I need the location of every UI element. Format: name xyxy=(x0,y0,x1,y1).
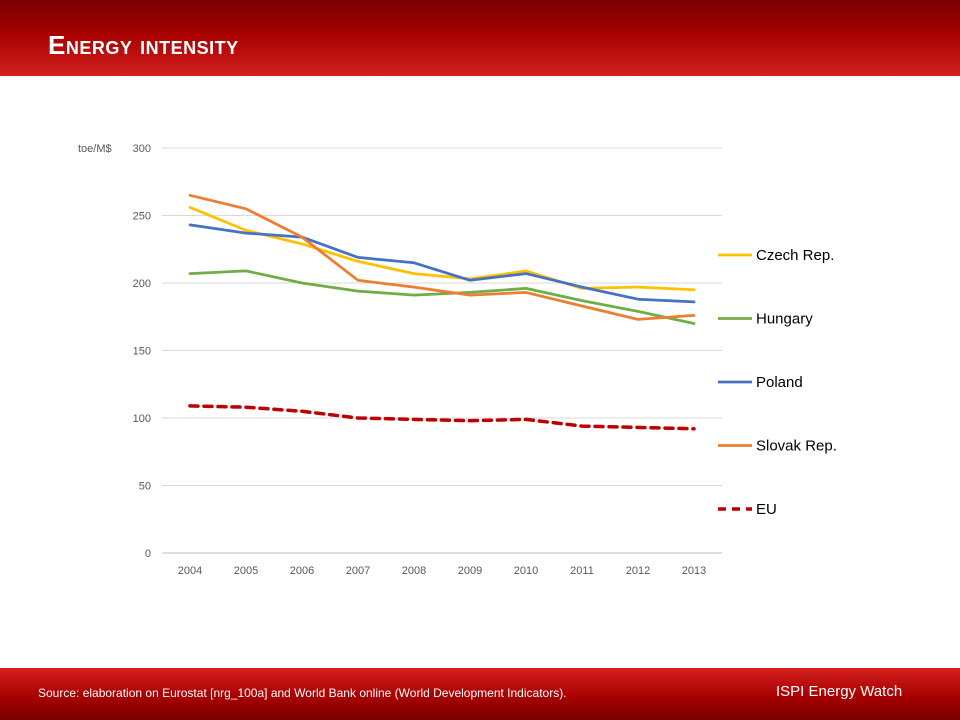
x-tick-label: 2006 xyxy=(290,565,314,577)
footer-bar xyxy=(0,668,960,720)
x-tick-label: 2012 xyxy=(626,565,650,577)
legend-label-poland: Poland xyxy=(756,374,803,391)
legend-label-hungary: Hungary xyxy=(756,311,813,328)
x-tick-label: 2011 xyxy=(570,565,594,577)
series-line-eu xyxy=(188,404,696,431)
y-axis-label: toe/M$ xyxy=(78,143,112,155)
x-tick-label: 2008 xyxy=(402,565,426,577)
x-tick-label: 2007 xyxy=(346,565,370,577)
y-tick-label: 0 xyxy=(145,548,151,560)
x-tick-label: 2009 xyxy=(458,565,482,577)
y-tick-label: 50 xyxy=(139,481,151,493)
series-line-czech-rep xyxy=(188,206,696,292)
legend-label-slovak-rep: Slovak Rep. xyxy=(756,438,837,455)
y-tick-label: 300 xyxy=(133,143,151,155)
line-chart: 0 50 100 150 200 250 300 toe/M$ 2004 2005 2006 2007… xyxy=(78,143,837,577)
title-bar xyxy=(0,0,960,76)
legend-label-czech-rep: Czech Rep. xyxy=(756,247,834,264)
series-line-hungary xyxy=(188,269,696,325)
y-tick-label: 100 xyxy=(133,413,151,425)
source-note: Source: elaboration on Eurostat [nrg_100… xyxy=(38,686,567,700)
x-tick-label: 2013 xyxy=(682,565,706,577)
y-tick-label: 200 xyxy=(133,278,151,290)
y-tick-label: 150 xyxy=(133,346,151,358)
brand-label: ISPI Energy Watch xyxy=(776,683,903,700)
legend-label-eu: EU xyxy=(756,501,777,518)
x-tick-label: 2010 xyxy=(514,565,538,577)
series-line-poland xyxy=(188,223,696,304)
x-tick-label: 2005 xyxy=(234,565,258,577)
series-line-slovak-rep xyxy=(188,193,696,321)
slide-title: Energy intensity xyxy=(48,30,239,60)
x-tick-label: 2004 xyxy=(178,565,202,577)
y-tick-label: 250 xyxy=(133,211,151,223)
